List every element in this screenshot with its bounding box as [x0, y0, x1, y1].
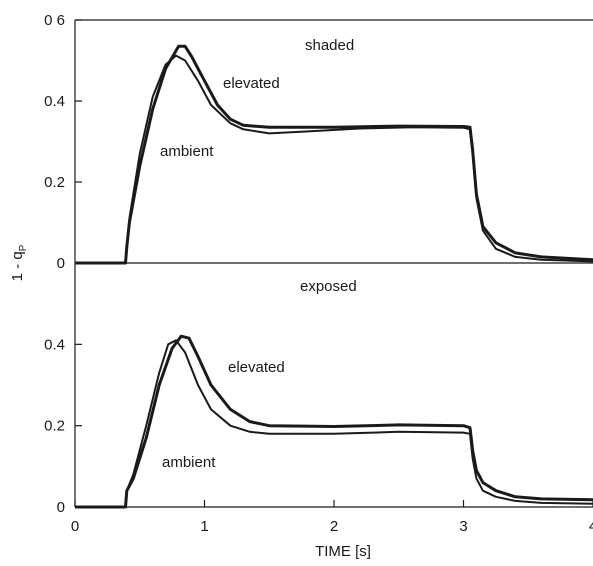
bottom-panel-ticks: 0 0.2 0.4 — [44, 336, 82, 516]
svg-text:1 - qP: 1 - qP — [9, 244, 29, 281]
top-panel-annotation: shaded — [305, 37, 354, 54]
bottom-panel-series — [75, 334, 593, 509]
y-tick-label: 0.4 — [44, 93, 65, 110]
bottom-series-ambient — [75, 339, 593, 508]
x-tick-label: 4 — [589, 518, 593, 535]
y-tick-label: 0.2 — [44, 418, 65, 435]
x-axis-ticks: 0 1 2 3 4 — [71, 500, 593, 535]
y-axis-title-sub: P — [18, 244, 29, 251]
top-panel-ticks: 0 0.2 0.4 0 6 — [44, 12, 82, 272]
top-series-elevated — [75, 44, 593, 265]
top-panel-series — [75, 44, 593, 265]
top-label-elevated: elevated — [223, 75, 280, 92]
y-tick-label: 0 6 — [44, 12, 65, 29]
y-tick-label: 0 — [57, 255, 65, 272]
y-tick-label: 0.4 — [44, 336, 65, 353]
x-tick-label: 1 — [200, 518, 208, 535]
y-axis-title-main: 1 - q — [9, 251, 26, 281]
bottom-series-elevated — [75, 334, 593, 509]
top-series-ambient — [75, 54, 593, 264]
x-tick-label: 3 — [459, 518, 467, 535]
x-tick-label: 0 — [71, 518, 79, 535]
bottom-label-ambient: ambient — [162, 454, 216, 471]
top-label-ambient: ambient — [160, 143, 214, 160]
y-tick-label: 0.2 — [44, 174, 65, 191]
bottom-panel-annotation: exposed — [300, 278, 357, 295]
y-axis-title: 1 - qP — [9, 244, 29, 281]
bottom-label-elevated: elevated — [228, 359, 285, 376]
y-tick-label: 0 — [57, 499, 65, 516]
x-tick-label: 2 — [330, 518, 338, 535]
x-axis-title: TIME [s] — [315, 543, 371, 560]
